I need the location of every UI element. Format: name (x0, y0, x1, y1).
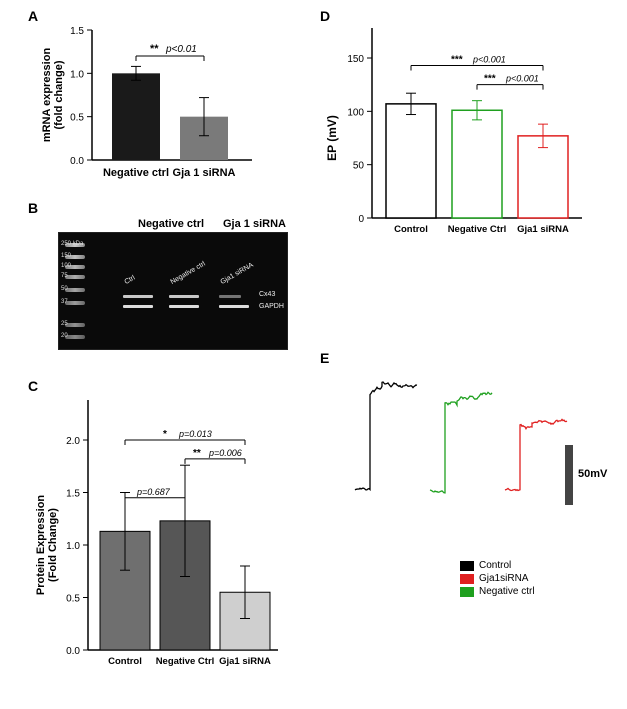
svg-text:0: 0 (358, 214, 364, 225)
svg-text:***: *** (451, 54, 463, 65)
svg-text:1.0: 1.0 (70, 69, 84, 80)
blot-header-negctrl: Negative ctrl (138, 218, 223, 230)
svg-text:100: 100 (347, 107, 364, 118)
svg-text:50: 50 (353, 161, 365, 172)
svg-text:Negative Ctrl: Negative Ctrl (448, 224, 507, 235)
svg-text:Control: Control (108, 656, 142, 667)
legend-label: Control (479, 560, 511, 571)
svg-text:2.0: 2.0 (66, 436, 80, 447)
svg-text:Gja 1 siRNA: Gja 1 siRNA (173, 167, 236, 179)
blot-b-header: Negative ctrl Gja 1 siRNA (58, 218, 298, 230)
svg-text:Gja1 siRNA: Gja1 siRNA (219, 656, 271, 667)
svg-text:0.5: 0.5 (66, 594, 80, 605)
chart-a: 0.0 0.5 1.0 1.5 mRNA expression(fold change)… (30, 18, 300, 203)
svg-text:EP (mV): EP (mV) (325, 115, 339, 161)
svg-text:1.5: 1.5 (70, 26, 84, 37)
legend-label: Negative ctrl (479, 586, 535, 597)
svg-text:Control: Control (394, 224, 428, 235)
svg-text:p=0.006: p=0.006 (208, 448, 242, 458)
svg-text:p<0.001: p<0.001 (472, 54, 506, 64)
traces-e (350, 370, 580, 530)
svg-text:1.5: 1.5 (66, 489, 80, 500)
svg-text:(Fold Change): (Fold Change) (47, 508, 59, 582)
blot-image: 250 kDa1501007550372520CtrlNegative ctrl… (58, 232, 288, 350)
svg-text:(fold change): (fold change) (53, 60, 65, 129)
svg-text:p=0.013: p=0.013 (178, 429, 212, 439)
scale-bar (565, 445, 573, 505)
blot-header-sirna: Gja 1 siRNA (223, 218, 298, 230)
chart-c: 0.0 0.5 1.0 1.5 2.0 Protein Expression(Fold C… (30, 390, 310, 700)
svg-text:p<0.01: p<0.01 (165, 44, 197, 55)
svg-text:Gja1 siRNA: Gja1 siRNA (517, 224, 569, 235)
svg-text:150: 150 (347, 54, 364, 65)
svg-text:Negative ctrl: Negative ctrl (103, 167, 169, 179)
legend-label: Gja1siRNA (479, 573, 528, 584)
svg-text:1.0: 1.0 (66, 541, 80, 552)
ladder-label: 25 (61, 321, 68, 327)
legend-swatch (460, 574, 474, 584)
ladder-label: 100 (61, 263, 71, 269)
ladder-label: 250 kDa (61, 241, 83, 247)
ladder-label: 75 (61, 273, 68, 279)
svg-text:p=0.687: p=0.687 (136, 487, 171, 497)
svg-text:*: * (163, 429, 167, 440)
legend-swatch (460, 561, 474, 571)
ladder-label: 150 (61, 253, 71, 259)
svg-text:0.5: 0.5 (70, 113, 84, 124)
blot-b: Negative ctrl Gja 1 siRNA 250 kDa 150 100 7… (58, 218, 298, 350)
svg-text:Protein Expression: Protein Expression (35, 495, 47, 596)
svg-text:***: *** (484, 74, 496, 85)
panel-e-label: E (320, 350, 329, 366)
scale-label: 50mV (578, 468, 607, 480)
trace-legend: Control Gja1siRNA Negative ctrl (460, 560, 535, 599)
legend-item-negctrl: Negative ctrl (460, 586, 535, 597)
svg-text:0.0: 0.0 (66, 646, 80, 657)
legend-item-control: Control (460, 560, 535, 571)
ladder-label: 37 (61, 299, 68, 305)
legend-item-sirna: Gja1siRNA (460, 573, 535, 584)
ladder-label: 20 (61, 333, 68, 339)
svg-text:0.0: 0.0 (70, 156, 84, 167)
svg-text:Negative Ctrl: Negative Ctrl (156, 656, 215, 667)
svg-text:**: ** (193, 448, 201, 459)
svg-text:**: ** (150, 43, 159, 55)
ladder-label: 50 (61, 286, 68, 292)
chart-d: 0 50 100 150 EP (mV) Control Negative Ctrl Gja1… (320, 18, 615, 263)
svg-text:p<0.001: p<0.001 (505, 74, 539, 84)
svg-text:mRNA expression: mRNA expression (41, 48, 53, 143)
legend-swatch (460, 587, 474, 597)
